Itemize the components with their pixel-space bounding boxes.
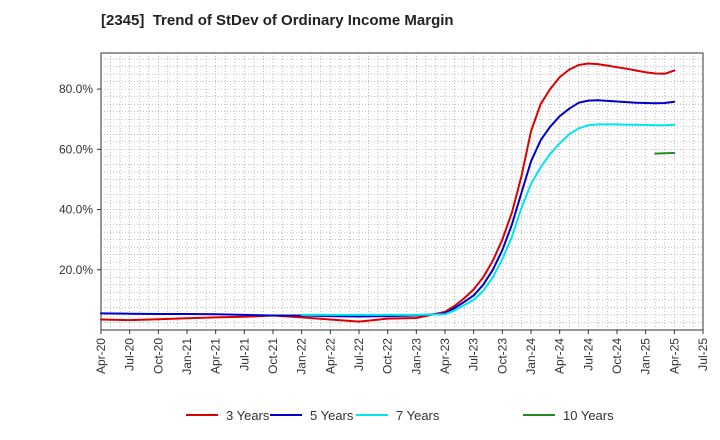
legend-item: 7 Years — [356, 404, 439, 426]
x-tick-label: Jul-21 — [237, 338, 251, 371]
legend-swatch — [186, 414, 218, 416]
x-axis-ticks: Apr-20 Jul-20 Oct-20 Jan-21 Apr-21 Jul-21 Oct-… — [94, 330, 710, 375]
x-tick-label: Apr-23 — [438, 338, 452, 374]
x-tick-label: Jul-20 — [123, 338, 137, 371]
legend-label: 5 Years — [310, 407, 354, 423]
series-lines — [100, 62, 676, 323]
y-tick-label: 20.0% — [59, 263, 93, 277]
x-tick-label: Oct-21 — [266, 338, 280, 374]
grid — [101, 53, 703, 330]
y-axis-ticks: 20.0% 40.0% 60.0% 80.0% — [59, 82, 101, 277]
x-tick-label: Apr-21 — [209, 338, 223, 374]
series-line-7-years — [300, 123, 676, 316]
x-tick-label: Jan-25 — [639, 338, 653, 375]
legend-swatch — [356, 414, 388, 416]
x-tick-label: Jul-25 — [696, 338, 710, 371]
legend: 3 Years 5 Years 7 Years 10 Years — [0, 404, 720, 426]
y-tick-label: 40.0% — [59, 203, 93, 217]
legend-item: 3 Years — [186, 404, 269, 426]
x-tick-label: Jul-23 — [467, 338, 481, 371]
x-tick-label: Apr-24 — [553, 338, 567, 374]
x-tick-label: Oct-23 — [495, 338, 509, 374]
x-tick-label: Oct-20 — [151, 338, 165, 374]
legend-swatch — [523, 414, 555, 416]
x-tick-label: Jan-23 — [409, 338, 423, 375]
x-tick-label: Jan-24 — [524, 338, 538, 375]
x-tick-label: Jul-24 — [581, 338, 595, 371]
x-tick-label: Oct-24 — [610, 338, 624, 374]
chart-title: [2345] Trend of StDev of Ordinary Income… — [101, 12, 454, 29]
y-tick-label: 60.0% — [59, 142, 93, 156]
legend-label: 7 Years — [396, 407, 440, 423]
x-tick-label: Jul-22 — [352, 338, 366, 371]
legend-swatch — [270, 414, 302, 416]
plot-area-frame — [100, 52, 704, 331]
legend-item: 10 Years — [523, 404, 614, 426]
legend-item: 5 Years — [270, 404, 353, 426]
legend-label: 3 Years — [226, 407, 270, 423]
x-tick-label: Oct-22 — [381, 338, 395, 374]
series-line-5-years — [100, 99, 676, 318]
x-tick-label: Apr-25 — [667, 338, 681, 374]
y-tick-label: 80.0% — [59, 82, 93, 96]
legend-label: 10 Years — [563, 407, 614, 423]
x-tick-label: Jan-22 — [295, 338, 309, 375]
series-line-3-years — [100, 62, 676, 323]
x-tick-label: Jan-21 — [180, 338, 194, 375]
series-line-10-years — [654, 152, 676, 155]
x-tick-label: Apr-22 — [323, 338, 337, 374]
x-tick-label: Apr-20 — [94, 338, 108, 374]
